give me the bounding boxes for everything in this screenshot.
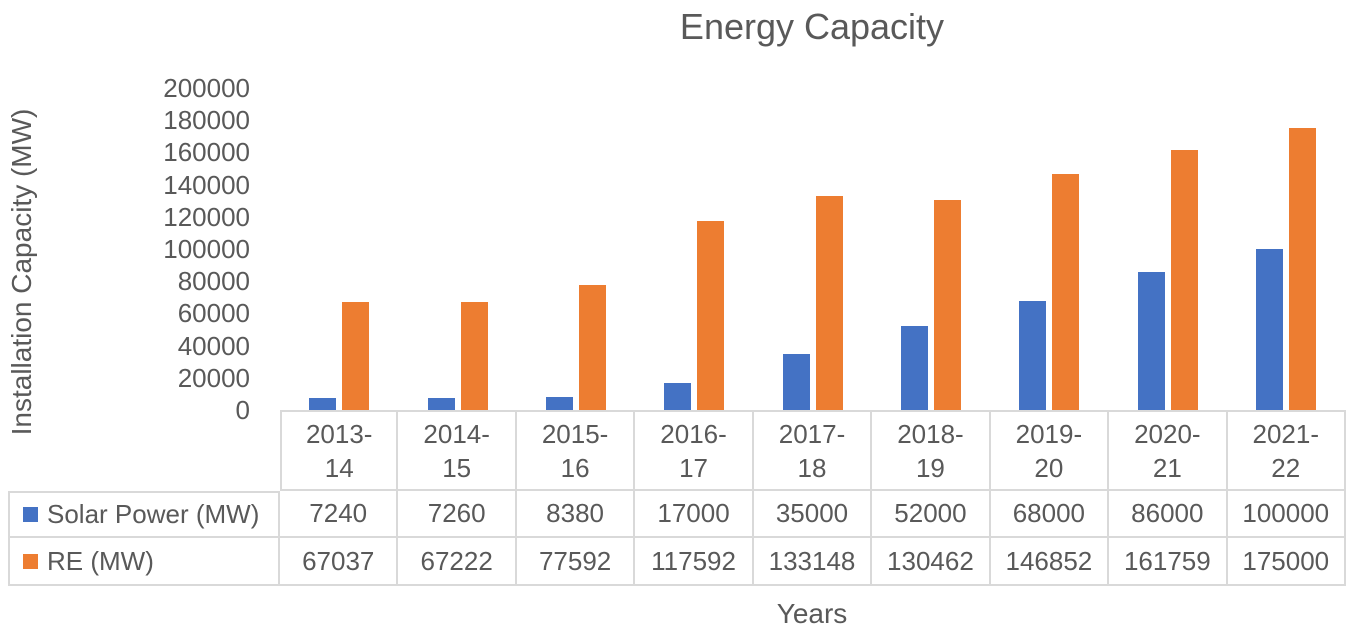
- value-cell: 146852: [990, 538, 1110, 586]
- category-line-2: 17: [679, 452, 708, 483]
- value-cell: 7240: [280, 491, 399, 538]
- y-tick-label: 60000: [177, 298, 250, 328]
- bar-re-mw-2016-17: [697, 221, 724, 410]
- category-line-1: 2014-: [423, 418, 490, 449]
- bar-re-mw-2018-19: [934, 200, 961, 410]
- category-line-2: 16: [560, 452, 590, 483]
- bar-re-mw-2020-21: [1171, 150, 1198, 410]
- y-tick-label: 120000: [163, 202, 250, 232]
- legend-label: Solar Power (MW): [47, 499, 260, 529]
- legend-label: RE (MW): [47, 545, 154, 576]
- bar-solar-power-mw-2015-16: [546, 397, 573, 410]
- bar-re-mw-2017-18: [816, 196, 843, 410]
- y-tick-label: 40000: [177, 331, 250, 361]
- value-cell: 86000: [1109, 491, 1228, 538]
- bar-re-mw-2013-14: [342, 302, 369, 410]
- bar-re-mw-2014-15: [461, 302, 488, 410]
- value-cell: 52000: [872, 491, 991, 538]
- value-cell: 175000: [1227, 538, 1346, 586]
- category-cell: 2013- 14: [280, 410, 399, 491]
- value-cell: 130462: [872, 538, 991, 586]
- table-corner-spacer: [8, 410, 280, 491]
- category-line-1: 2018-: [897, 418, 964, 449]
- value-cell: 100000: [1227, 491, 1346, 538]
- category-line-2: 18: [797, 452, 827, 483]
- y-tick-label: 180000: [163, 105, 250, 135]
- category-line-2: 22: [1271, 452, 1301, 483]
- bar-re-mw-2015-16: [579, 285, 606, 410]
- category-line-1: 2021-: [1252, 418, 1320, 449]
- category-cell: 2018- 19: [872, 410, 991, 491]
- value-cell: 35000: [753, 491, 873, 538]
- category-line-1: 2017-: [778, 418, 846, 449]
- bar-solar-power-mw-2014-15: [428, 398, 455, 410]
- value-cell: 133148: [753, 538, 873, 586]
- bar-solar-power-mw-2017-18: [783, 354, 810, 410]
- category-cell: 2020- 21: [1109, 410, 1228, 491]
- y-tick-label: 20000: [177, 363, 250, 393]
- y-axis-tick-labels: 0 20000 40000 60000 80000 100000 120000 140000 1…: [0, 0, 252, 637]
- category-line-1: 2020-: [1134, 418, 1201, 449]
- category-cell: 2015- 16: [516, 410, 636, 491]
- category-line-1: 2013-: [305, 418, 373, 449]
- value-cell: 161759: [1109, 538, 1228, 586]
- y-tick-label: 200000: [163, 73, 250, 103]
- category-cell: 2014- 15: [398, 410, 517, 491]
- y-tick-label: 140000: [163, 170, 250, 200]
- y-tick-label: 160000: [163, 137, 250, 167]
- value-cell: 7260: [398, 491, 517, 538]
- category-line-1: 2019-: [1015, 418, 1083, 449]
- category-line-2: 14: [324, 452, 354, 483]
- value-cell: 17000: [635, 491, 754, 538]
- data-table: 2013- 14 2014- 15 2015- 16 2016- 17 2017- 18 2018-…: [8, 410, 1346, 586]
- bar-solar-power-mw-2016-17: [664, 383, 691, 410]
- bar-re-mw-2021-22: [1289, 128, 1316, 410]
- x-axis-title: Years: [776, 598, 848, 629]
- category-line-2: 19: [915, 452, 945, 483]
- category-line-1: 2015-: [541, 418, 609, 449]
- y-tick-label: 80000: [177, 266, 250, 296]
- bar-solar-power-mw-2013-14: [309, 398, 336, 410]
- legend-cell: RE (MW): [8, 538, 280, 586]
- legend-swatch: [23, 507, 38, 522]
- category-line-2: 15: [442, 452, 472, 483]
- y-tick-label: 0: [235, 395, 250, 425]
- bar-solar-power-mw-2019-20: [1019, 301, 1046, 410]
- category-cell: 2021- 22: [1227, 410, 1346, 491]
- legend-cell: Solar Power (MW): [8, 491, 280, 538]
- plot-area: [280, 88, 1345, 410]
- value-cell: 77592: [516, 538, 636, 586]
- bar-solar-power-mw-2018-19: [901, 326, 928, 410]
- chart-title: Energy Capacity: [679, 6, 945, 47]
- category-cell: 2019- 20: [990, 410, 1110, 491]
- legend-swatch: [23, 553, 38, 569]
- value-cell: 67222: [398, 538, 517, 586]
- category-cell: 2017- 18: [753, 410, 873, 491]
- y-tick-label: 100000: [163, 234, 250, 264]
- value-cell: 67037: [280, 538, 399, 586]
- bar-re-mw-2019-20: [1052, 174, 1079, 410]
- bar-solar-power-mw-2020-21: [1138, 272, 1165, 410]
- category-line-2: 20: [1034, 452, 1064, 483]
- category-line-1: 2016-: [660, 418, 727, 449]
- category-cell: 2016- 17: [635, 410, 754, 491]
- value-cell: 117592: [635, 538, 754, 586]
- bar-solar-power-mw-2021-22: [1256, 249, 1283, 410]
- value-cell: 8380: [516, 491, 636, 538]
- category-line-2: 21: [1152, 452, 1182, 483]
- value-cell: 68000: [990, 491, 1110, 538]
